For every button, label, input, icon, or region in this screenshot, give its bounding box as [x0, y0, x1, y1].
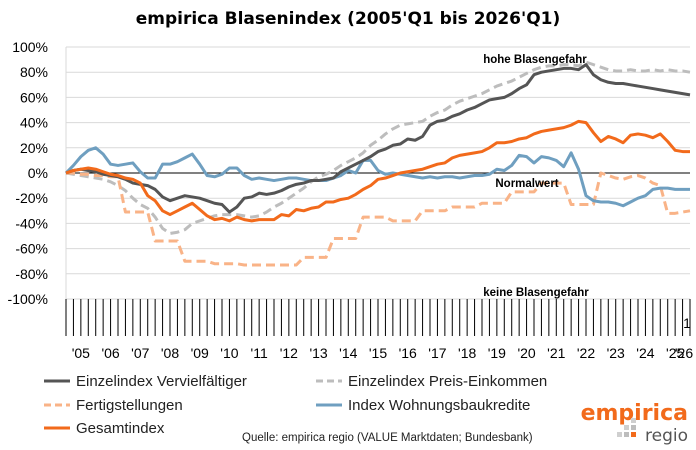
x-tick-label: '05	[72, 345, 90, 361]
x-tick-label: '17	[428, 345, 446, 361]
logo-square	[624, 432, 629, 437]
annotation-normal: Normalwert	[495, 178, 558, 190]
x-tick-label: '22	[577, 345, 595, 361]
y-tick-label: 20%	[20, 140, 48, 156]
legend-label: Gesamtindex	[76, 420, 165, 437]
y-tick-label: 40%	[20, 115, 48, 131]
x-tick-label: '18	[458, 345, 476, 361]
x-tick-label: '19	[488, 345, 506, 361]
y-tick-label: -60%	[15, 241, 48, 257]
y-tick-label: -100%	[8, 291, 48, 307]
x-tick-label: '08	[161, 345, 179, 361]
legend: Einzelindex Vervielfältiger Einzelindex P…	[44, 373, 547, 437]
gridlines	[65, 46, 690, 300]
logo-square	[617, 432, 622, 437]
x-tick-label: '12	[280, 345, 298, 361]
brand-subname: regio	[645, 426, 688, 446]
y-tick-label: -40%	[15, 215, 48, 231]
x-tick-label: '14	[339, 345, 357, 361]
y-tick-label: 60%	[20, 89, 48, 105]
annotation-marker: 1	[683, 315, 691, 331]
y-tick-label: 80%	[20, 64, 48, 80]
y-tick-label: 0%	[28, 165, 48, 181]
logo-square	[631, 425, 636, 430]
y-tick-labels: 100% 80% 60% 40% 20% 0% -20% -40% -60% -80% -100%	[8, 39, 48, 307]
x-tick-label: '26	[675, 345, 693, 361]
x-tick-label: '11	[251, 345, 268, 361]
x-tick-label: '16	[399, 345, 417, 361]
y-tick-label: -20%	[15, 190, 48, 206]
series-line-fertigstellungen	[66, 171, 691, 267]
series-lines	[64, 60, 691, 267]
legend-label: Fertigstellungen	[76, 397, 183, 414]
legend-label: Index Wohnungsbaukredite	[348, 397, 530, 414]
logo-square	[624, 425, 629, 430]
annotation-high: hohe Blasengefahr	[483, 54, 587, 66]
x-tick-label: '07	[131, 345, 149, 361]
logo-square	[631, 418, 636, 423]
empirica-logo: empirica regio	[581, 401, 688, 446]
series-line-einzelindex-vervielf-ltiger	[65, 63, 691, 214]
x-tick-label: '21	[547, 345, 565, 361]
y-tick-label: -80%	[15, 266, 48, 282]
x-tick-label: '10	[220, 345, 238, 361]
x-tick-label: '23	[607, 345, 625, 361]
x-tick-label: '06	[101, 345, 119, 361]
chart-title: empirica Blasenindex (2005'Q1 bis 2026'Q…	[136, 9, 561, 29]
x-tick-marks	[65, 299, 691, 336]
x-tick-label: '24	[636, 345, 654, 361]
series-line-gesamtindex	[65, 119, 690, 223]
x-tick-label: '13	[309, 345, 327, 361]
x-tick-label: '25	[666, 345, 684, 361]
legend-label: Einzelindex Preis-Einkommen	[348, 373, 547, 390]
series-line-index-wohnungsbaukredite	[64, 146, 690, 208]
x-tick-labels: '05 '06 '07 '08 '09 '10 '11 '12 '13 '14 '15 '16 '17 '…	[72, 345, 694, 361]
source-note: Quelle: empirica regio (VALUE Marktdaten…	[242, 432, 533, 444]
annotation-low: keine Blasengefahr	[483, 287, 589, 299]
x-tick-label: '15	[369, 345, 387, 361]
x-tick-label: '09	[191, 345, 209, 361]
logo-square	[631, 432, 636, 437]
legend-label: Einzelindex Vervielfältiger	[76, 373, 247, 390]
y-tick-label: 100%	[12, 39, 48, 55]
x-tick-label: '20	[517, 345, 535, 361]
